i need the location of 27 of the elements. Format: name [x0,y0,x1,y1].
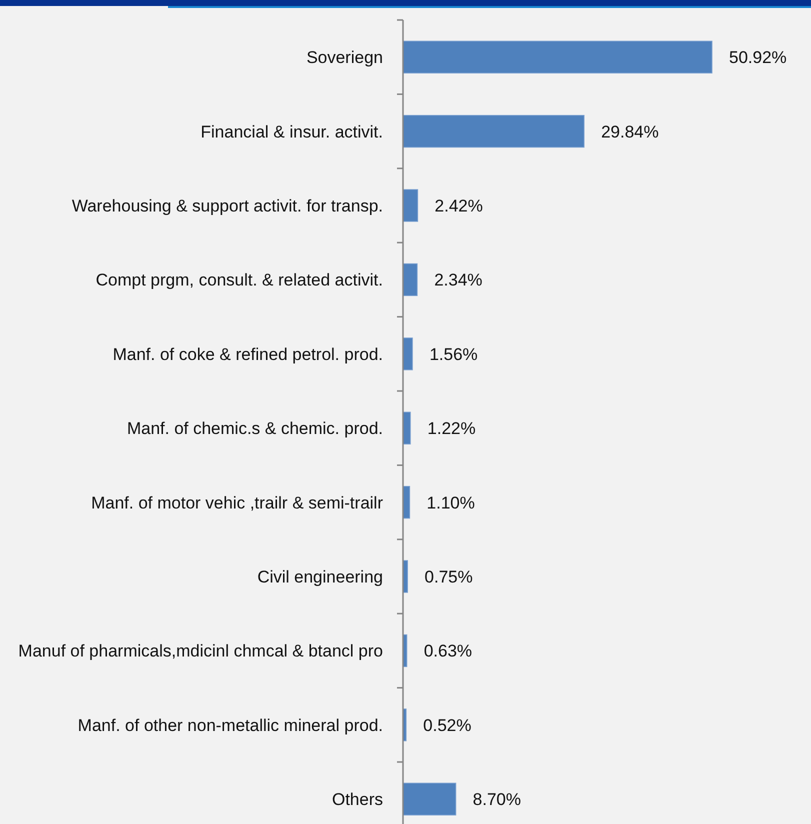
y-tick-label: Warehousing & support activit. for transp. [72,196,383,216]
y-tick-label: Manf. of other non-metallic mineral prod. [78,716,383,735]
bar [402,189,418,222]
data-label: 0.52% [423,716,472,735]
bar [402,40,712,74]
y-tick-label: Civil engineering [257,567,383,586]
y-tick-label: Compt prgm, consult. & related activit. [96,270,383,290]
bar [402,782,456,816]
y-tick-label: Others [332,790,383,810]
data-label: 50.92% [729,48,787,68]
data-label: 1.22% [427,419,476,438]
data-label: 2.34% [434,270,482,290]
y-tick-label: Manf. of motor vehic ,trailr & semi-trailr [91,493,384,512]
y-tick-label: Soveriegn [306,48,383,68]
y-tick-label: Financial & insur. activit. [200,122,383,142]
data-label: 8.70% [472,790,521,810]
data-label: 2.42% [434,196,483,216]
bar [402,114,584,148]
y-tick-label: Manuf of pharmicals,mdicinl chmcal & btancl pro [18,642,383,661]
data-label: 1.56% [429,344,478,364]
y-tick-label: Manf. of coke & refined petrol. prod. [112,344,383,364]
data-label: 0.75% [424,567,473,586]
data-label: 1.10% [426,493,475,512]
bar [402,263,418,296]
y-tick-label: Manf. of chemic.s & chemic. prod. [126,419,383,438]
data-label: 0.63% [424,642,472,661]
data-label: 29.84% [601,122,659,142]
